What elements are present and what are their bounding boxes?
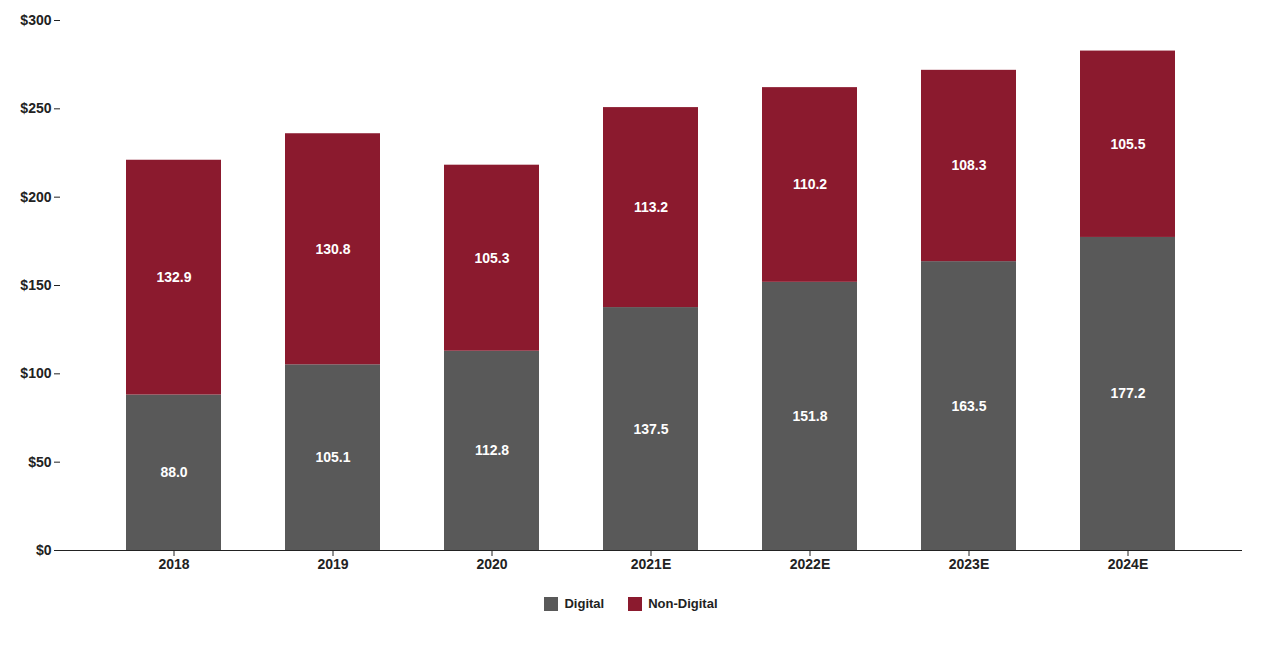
svg-text:177.2: 177.2 [1110, 385, 1145, 401]
svg-text:2022E: 2022E [790, 556, 830, 572]
svg-text:108.3: 108.3 [951, 157, 986, 173]
svg-text:$0: $0 [36, 542, 52, 558]
svg-text:130.8: 130.8 [315, 241, 350, 257]
svg-text:$100: $100 [20, 365, 51, 381]
svg-text:112.8: 112.8 [475, 442, 509, 458]
svg-text:105.1: 105.1 [315, 449, 350, 465]
svg-text:$50: $50 [28, 454, 52, 470]
svg-text:105.3: 105.3 [474, 250, 509, 266]
html-text:Non-Digital: Non-Digital [648, 596, 718, 611]
svg-text:105.5: 105.5 [1110, 136, 1145, 152]
html-text:Digital: Digital [564, 596, 605, 611]
svg-text:$250: $250 [20, 100, 51, 116]
svg-text:88.0: 88.0 [160, 464, 187, 480]
svg-text:110.2: 110.2 [793, 176, 827, 192]
svg-text:$200: $200 [20, 189, 51, 205]
svg-text:2024E: 2024E [1108, 556, 1148, 572]
svg-text:2018: 2018 [158, 556, 189, 572]
svg-text:2020: 2020 [476, 556, 507, 572]
svg-text:151.8: 151.8 [792, 408, 827, 424]
svg-text:2021E: 2021E [631, 556, 671, 572]
svg-text:132.9: 132.9 [156, 269, 191, 285]
svg-text:113.2: 113.2 [634, 199, 668, 215]
svg-text:$150: $150 [20, 277, 51, 293]
svg-text:2023E: 2023E [949, 556, 989, 572]
svg-text:137.5: 137.5 [633, 421, 668, 437]
svg-text:163.5: 163.5 [951, 398, 986, 414]
svg-text:$300: $300 [20, 12, 51, 28]
svg-text:2019: 2019 [317, 556, 348, 572]
